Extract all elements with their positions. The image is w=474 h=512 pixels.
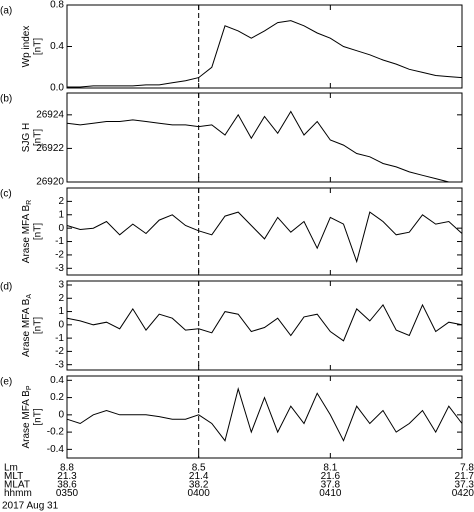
y-axis-unit: [nT] — [33, 408, 44, 425]
data-line — [66, 387, 463, 442]
y-tick-label: 0.4 — [50, 375, 64, 386]
y-tick-label: 26924 — [36, 109, 64, 120]
x-tick-label: 7.8 — [460, 463, 474, 474]
x-tick-label: 37.3 — [455, 480, 474, 491]
y-axis-label: Arase MFA BR — [21, 200, 33, 263]
x-tick-label: 21.4 — [189, 471, 209, 482]
panel-label: (a) — [0, 6, 12, 17]
panel-frame — [66, 280, 463, 371]
y-tick-label: 0.0 — [50, 83, 64, 94]
y-tick-label: -3 — [55, 359, 64, 370]
panel-label: (d) — [0, 282, 12, 293]
x-tick-label: 8.1 — [323, 463, 337, 474]
y-tick-label: -3 — [55, 263, 64, 274]
y-axis-label-main: Wp index — [21, 26, 32, 68]
y-axis-label-sub: R — [26, 200, 33, 205]
y-tick-label: -1 — [55, 236, 64, 247]
y-tick-label: -2 — [55, 346, 64, 357]
y-tick-label: 2 — [58, 196, 64, 207]
y-tick-label: 0.8 — [50, 0, 64, 11]
panel-label: (b) — [0, 94, 12, 105]
y-tick-label: 1 — [58, 306, 64, 317]
y-axis-unit: [nT] — [33, 317, 44, 334]
x-tick-label: 21.6 — [321, 471, 341, 482]
panel-label: (c) — [0, 189, 12, 200]
y-axis-label-main: SJG H — [21, 123, 32, 152]
y-tick-label: 26922 — [36, 143, 64, 154]
x-row-name: hhmm — [4, 488, 32, 499]
panel-frame — [66, 4, 463, 89]
y-tick-label: 0 — [58, 223, 64, 234]
x-tick-label: 38.6 — [57, 480, 77, 491]
x-tick-label: 0410 — [319, 488, 342, 499]
y-tick-label: -0.2 — [47, 427, 65, 438]
x-row-name: MLT — [4, 471, 23, 482]
y-axis-label: Arase MFA BP — [21, 385, 33, 448]
data-line — [66, 211, 463, 264]
date-label: 2017 Aug 31 — [2, 501, 59, 512]
x-tick-label: 8.5 — [192, 463, 206, 474]
y-tick-label: 1 — [58, 209, 64, 220]
y-tick-label: 0 — [58, 319, 64, 330]
x-tick-label: 0350 — [56, 488, 79, 499]
y-tick-label: 3 — [58, 280, 64, 291]
x-tick-label: 37.8 — [321, 480, 341, 491]
data-line — [67, 20, 463, 88]
y-axis-unit: [nT] — [33, 223, 44, 240]
y-axis-label: Wp index — [21, 26, 32, 68]
x-tick-label: 8.8 — [60, 463, 74, 474]
data-line — [66, 110, 462, 183]
y-axis-label: Arase MFA BA — [21, 294, 33, 357]
y-axis-label-sub: P — [26, 385, 33, 390]
y-tick-label: -0.4 — [47, 444, 65, 455]
y-axis-label-main: Arase MFA B — [21, 298, 32, 357]
x-tick-label: 21.3 — [57, 471, 77, 482]
x-tick-label: 0420 — [452, 488, 474, 499]
panel-frame — [66, 375, 463, 459]
y-tick-label: 0.2 — [50, 392, 64, 403]
x-row-name: Lm — [4, 463, 18, 474]
y-tick-label: 2 — [58, 293, 64, 304]
y-tick-label: 26920 — [36, 177, 64, 188]
y-tick-label: -1 — [55, 333, 64, 344]
y-tick-label: 0.4 — [50, 41, 64, 52]
x-row-name: MLAT — [4, 480, 30, 491]
y-axis-label-main: Arase MFA B — [21, 205, 32, 264]
y-tick-label: 0 — [58, 409, 64, 420]
x-tick-label: 21.7 — [455, 471, 474, 482]
y-axis-label-main: Arase MFA B — [21, 390, 32, 449]
panel-label: (e) — [0, 377, 12, 388]
panel-frame — [66, 92, 463, 183]
y-axis-unit: [nT] — [33, 38, 44, 55]
y-axis-label-sub: A — [26, 294, 33, 299]
x-tick-label: 38.2 — [189, 480, 209, 491]
y-tick-label: -2 — [55, 250, 64, 261]
data-line — [66, 303, 463, 342]
y-axis-unit: [nT] — [33, 129, 44, 146]
panel-frame — [66, 187, 463, 276]
x-tick-label: 0400 — [188, 488, 211, 499]
y-axis-label: SJG H — [21, 123, 32, 152]
